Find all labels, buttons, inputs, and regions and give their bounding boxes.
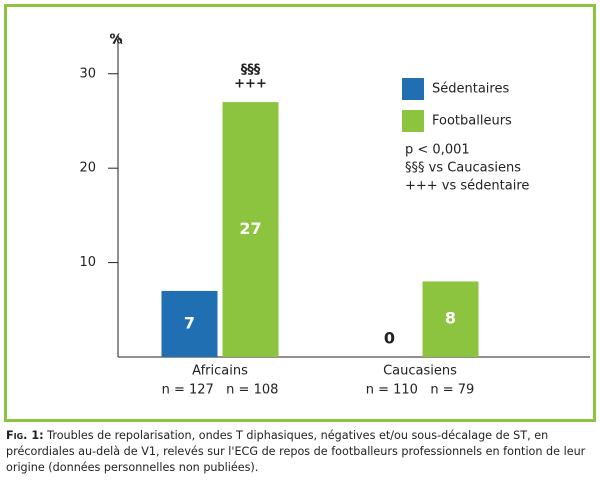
- caption-text: Troubles de repolarisation, ondes T diph…: [6, 429, 586, 474]
- bar: [161, 290, 218, 357]
- legend-label: Footballeurs: [432, 114, 512, 129]
- data-label: 7: [184, 313, 195, 332]
- y-tick-label: 20: [79, 161, 96, 176]
- x-tick-label: Caucasiens: [383, 364, 457, 379]
- category-note: n = 110 n = 79: [366, 383, 475, 398]
- frame-border: [4, 4, 596, 422]
- x-tick-label: Africains: [192, 364, 248, 379]
- data-label: 8: [445, 309, 456, 328]
- y-tick-label: 30: [79, 66, 96, 81]
- note: §§§ vs Caucasiens: [405, 161, 521, 176]
- legend-swatch: [402, 110, 424, 132]
- caption-label: Fig. 1:: [6, 429, 44, 442]
- note: +++ vs sédentaire: [405, 179, 529, 194]
- annotation: §§§: [241, 63, 261, 78]
- category-note: n = 127 n = 108: [162, 383, 279, 398]
- legend-label: Sédentaires: [432, 82, 509, 97]
- caption: Fig. 1: Troubles de repolarisation, onde…: [6, 428, 594, 476]
- annotation: +++: [234, 77, 267, 92]
- data-label: 27: [239, 219, 261, 238]
- y-tick-label: 10: [79, 255, 96, 270]
- bar: [422, 281, 479, 357]
- y-axis-arrow: [113, 34, 123, 45]
- data-label: 0: [384, 329, 395, 348]
- bar: [222, 102, 279, 358]
- legend-swatch: [402, 78, 424, 100]
- note: p < 0,001: [405, 143, 470, 158]
